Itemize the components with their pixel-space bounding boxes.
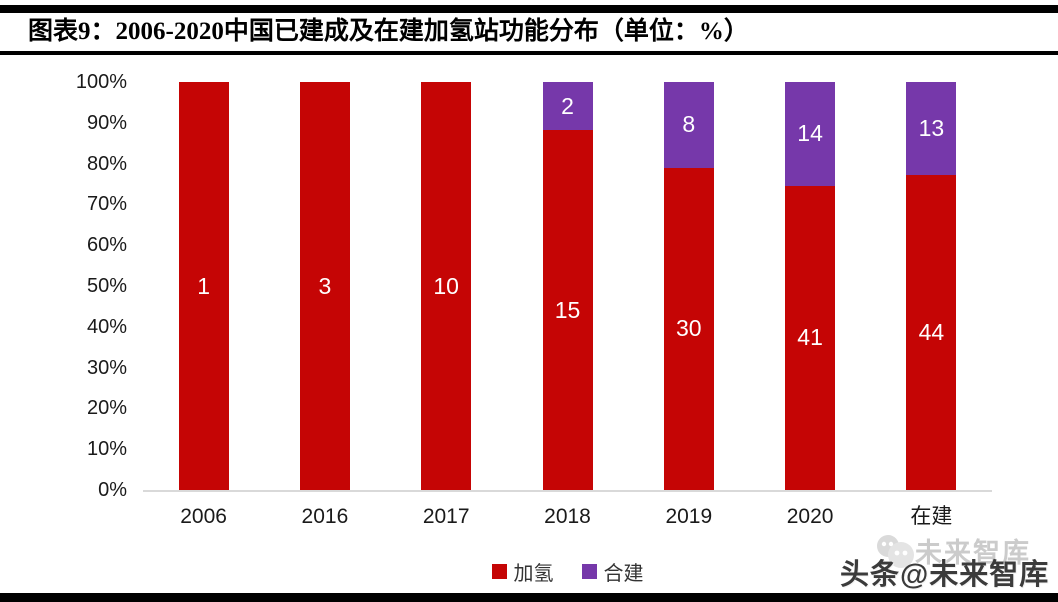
bar-value-label: 1 [197,272,210,299]
y-axis-tick: 40% [86,316,127,338]
x-axis-label: 2006 [180,505,227,528]
bar-value-label: 13 [918,115,945,142]
bar-segment-加氢: 15 [542,130,593,490]
bar-segment-加氢: 1 [178,82,229,490]
bar-2006: 1 [178,82,229,490]
y-axis-tick: 100% [75,71,127,93]
x-axis-label: 2020 [786,505,834,528]
legend-swatch [491,563,507,579]
top-divider [0,5,1058,13]
x-axis-label: 在建 [910,505,953,528]
legend-swatch [581,563,597,579]
bar-value-label: 10 [433,272,459,299]
bar-segment-合建: 2 [542,82,593,130]
title-divider [0,51,1058,55]
chart-legend: 加氢 合建 [143,557,992,586]
bar-segment-加氢: 41 [785,185,836,490]
x-axis-line [143,490,992,492]
x-axis-label: 2019 [665,505,713,528]
watermark-dark-text: 头条@未来智库 [840,559,1050,591]
legend-label: 合建 [603,562,644,585]
y-axis-tick: 90% [86,112,127,134]
bar-segment-合建: 8 [663,82,714,168]
y-axis-tick: 0% [98,479,127,501]
bar-value-label: 3 [318,272,332,299]
y-axis-tick: 30% [86,357,127,379]
bottom-divider [0,593,1058,602]
bar-value-label: 14 [797,120,823,147]
bar-value-label: 8 [682,111,696,138]
y-axis-tick: 50% [86,275,127,297]
bar-2019: 8 30 [663,82,714,490]
chart-title: 图表9：2006-2020中国已建成及在建加氢站功能分布（单位：%） [28,18,749,45]
bar-value-label: 2 [561,92,574,119]
bar-2020: 14 41 [785,82,836,490]
y-axis-tick: 70% [86,193,127,215]
bar-segment-加氢: 3 [299,82,350,490]
y-axis-tick: 20% [86,397,127,419]
watermark-logo-icon [877,535,914,568]
y-axis-tick: 60% [86,234,127,256]
legend-item-加氢: 加氢 [491,557,554,586]
bar-2016: 3 [299,82,350,490]
legend-label: 加氢 [513,562,554,585]
y-axis-tick: 80% [86,153,127,175]
bar-segment-合建: 13 [906,82,957,176]
bar-2018: 2 15 [542,82,593,490]
bar-segment-加氢: 44 [906,175,957,490]
x-axis-label: 2016 [301,505,349,528]
bar-value-label: 41 [797,324,823,351]
bar-segment-合建: 14 [785,82,836,186]
bar-value-label: 15 [554,296,581,323]
y-axis-tick: 10% [86,438,127,460]
x-axis-label: 2017 [422,505,470,528]
bar-segment-加氢: 30 [663,167,714,490]
watermark-light-text: 未来智库 [915,538,1031,568]
bar-在建: 13 44 [906,82,957,490]
bar-value-label: 44 [918,319,945,346]
x-axis-label: 2018 [544,505,591,528]
bar-2017: 10 [421,82,472,490]
bar-segment-加氢: 10 [421,82,472,490]
legend-item-合建: 合建 [581,557,644,586]
bar-value-label: 30 [676,315,702,342]
